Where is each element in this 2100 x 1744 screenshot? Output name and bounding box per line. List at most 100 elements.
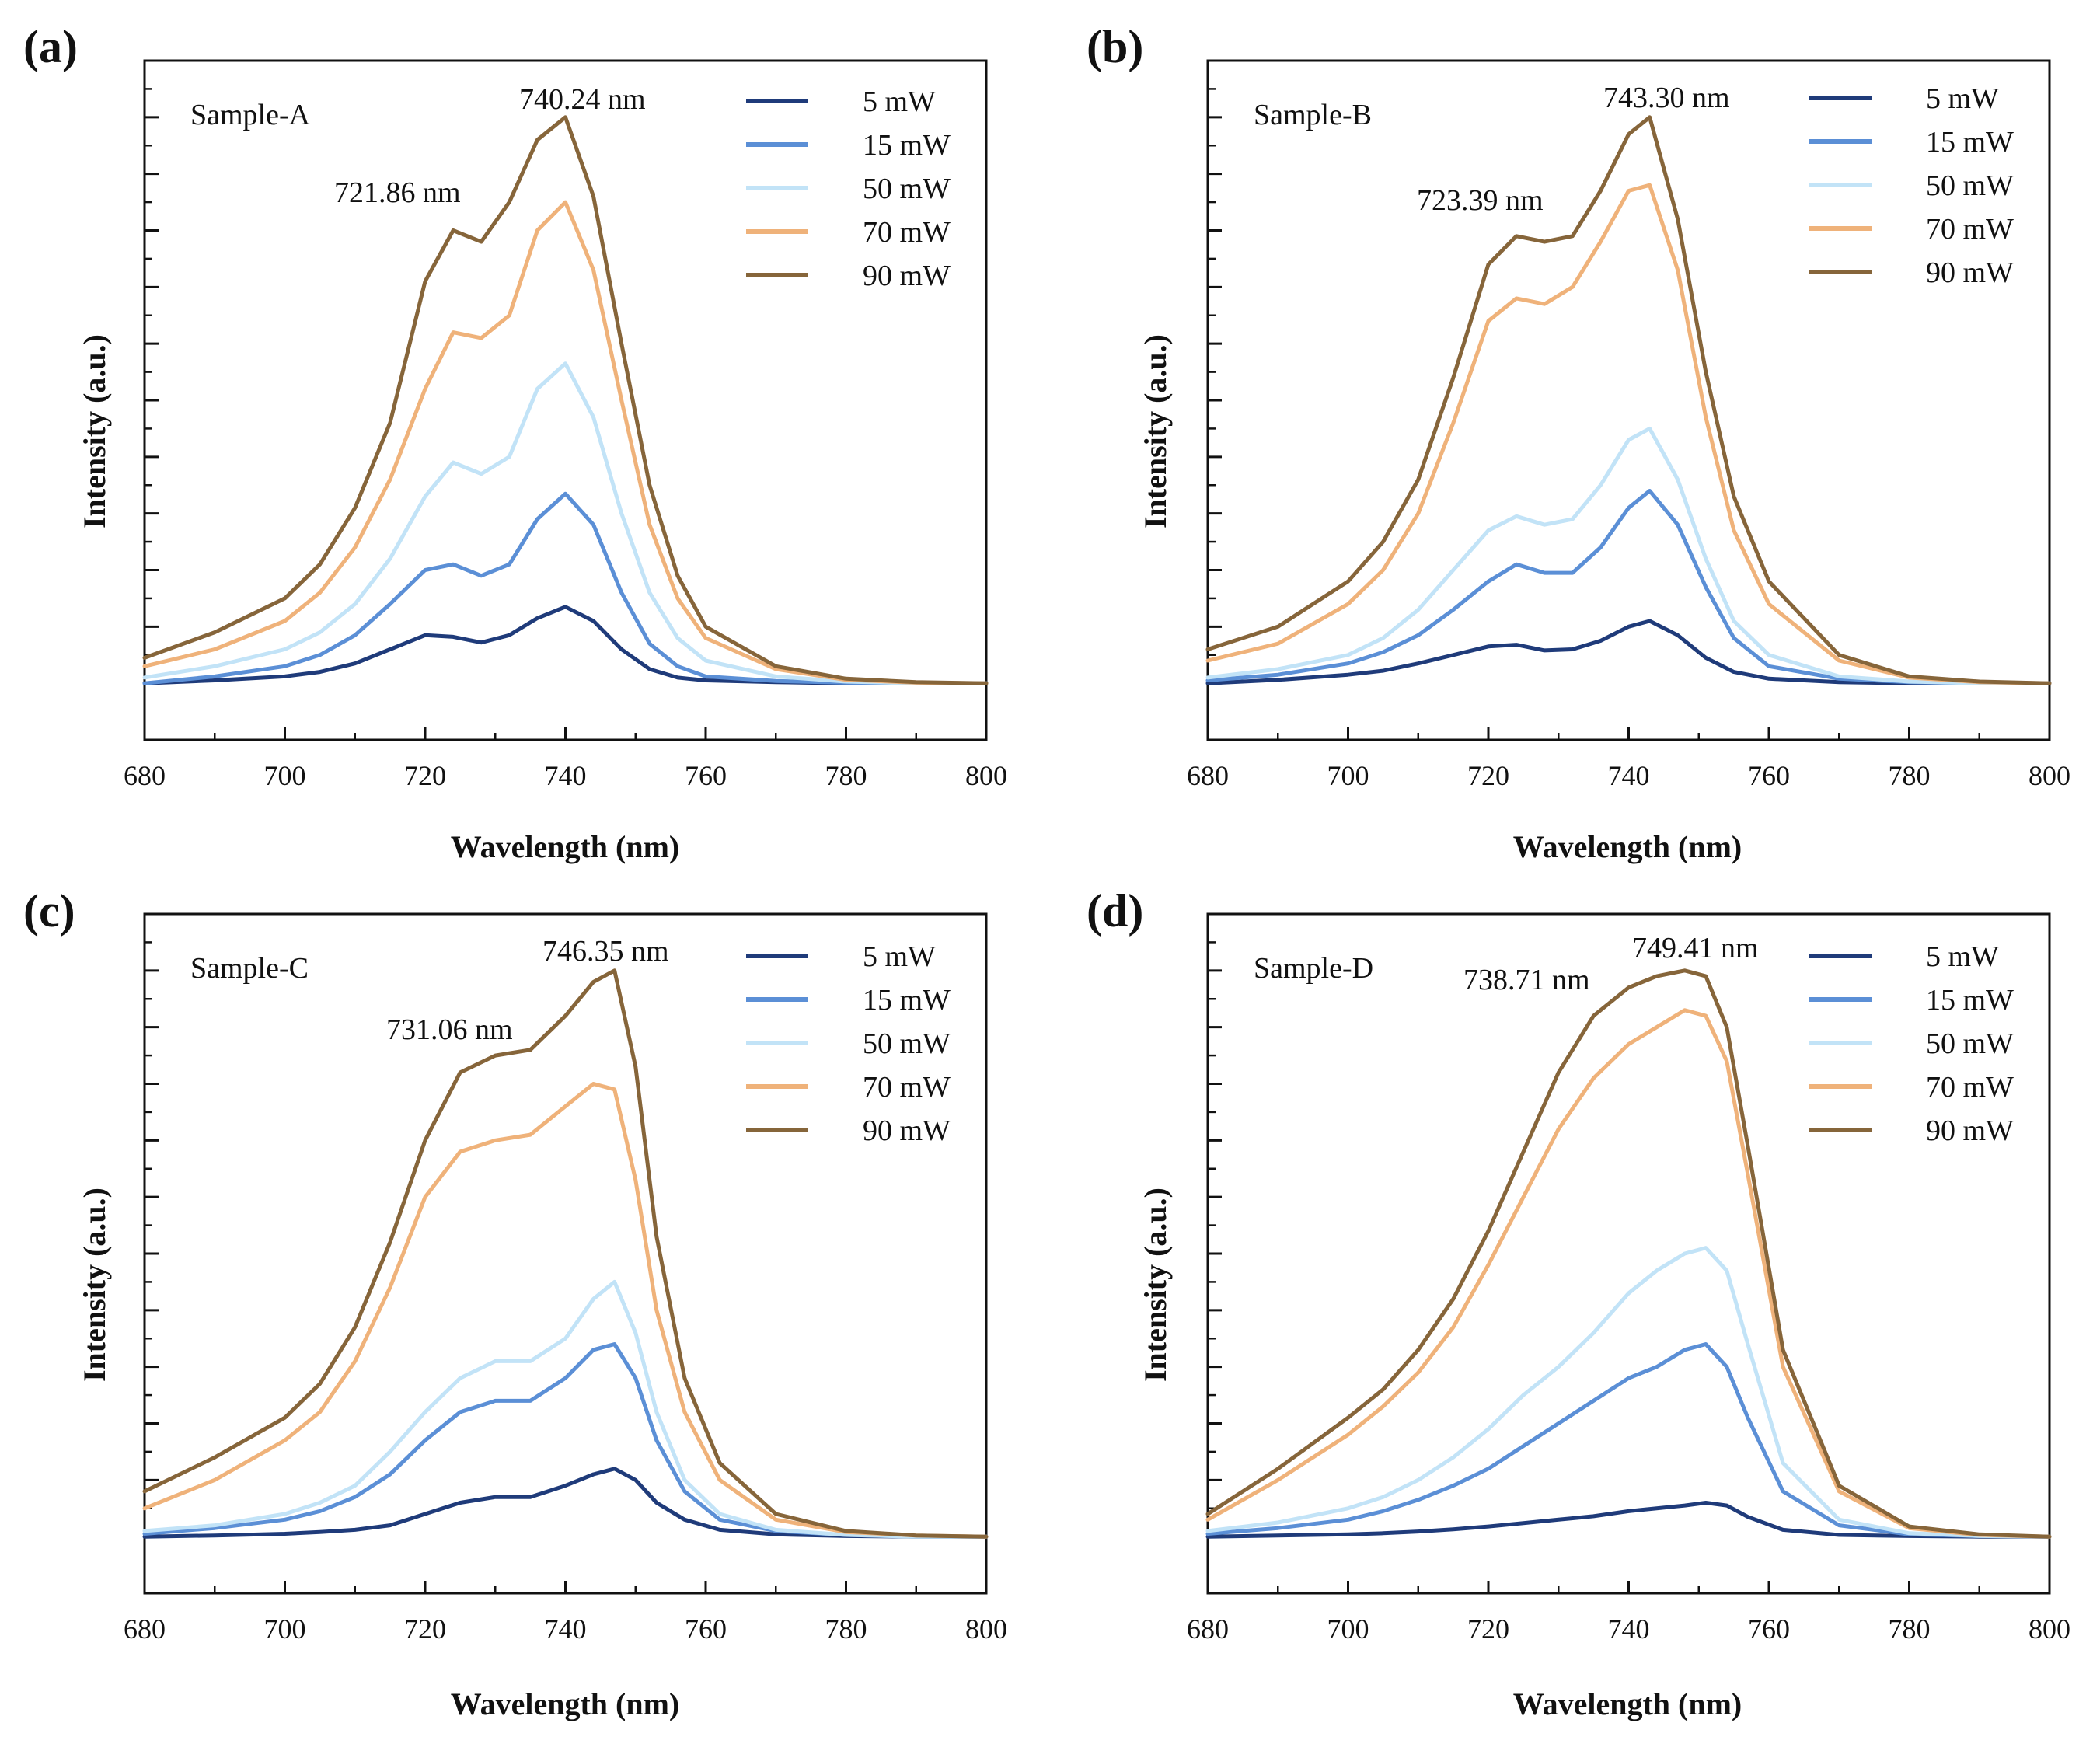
series-line-5mw xyxy=(142,1467,989,1539)
series-line-70mw xyxy=(1205,1008,2052,1539)
panel-label: (d) xyxy=(1087,885,1143,937)
peak-label-2: 740.24 nm xyxy=(519,83,646,116)
x-tick-label: 800 xyxy=(965,1613,1007,1645)
legend-label: 90 mW xyxy=(863,260,951,292)
x-tick-label: 700 xyxy=(1327,1613,1369,1645)
x-tick-label: 760 xyxy=(685,760,727,791)
series-line-70mw xyxy=(142,1082,989,1539)
sample-label: Sample-B xyxy=(1254,99,1372,131)
panel-b: (b) Sample-B 723.39 nm 743.30 nm Intensi… xyxy=(1087,21,2070,864)
series-line-70mw xyxy=(1205,183,2052,685)
peak-label-2: 749.41 nm xyxy=(1632,932,1759,964)
series-line-15mw xyxy=(142,491,989,685)
series-line-15mw xyxy=(1205,1342,2052,1539)
x-tick-label: 800 xyxy=(2028,1613,2070,1645)
y-axis-label: Intensity (a.u.) xyxy=(77,1188,112,1382)
legend-label: 70 mW xyxy=(863,1071,951,1104)
legend-label: 50 mW xyxy=(1926,1027,2014,1060)
x-tick-label: 680 xyxy=(124,760,166,791)
legend-label: 5 mW xyxy=(863,940,936,973)
series-line-50mw xyxy=(142,1279,989,1539)
legend-label: 90 mW xyxy=(863,1114,951,1147)
peak-label-1: 721.86 nm xyxy=(334,176,461,209)
legend-label: 15 mW xyxy=(1926,984,2014,1017)
series-line-90mw xyxy=(142,115,989,685)
x-tick-label: 700 xyxy=(264,760,306,791)
x-tick-label: 780 xyxy=(1889,760,1931,791)
x-tick-label: 700 xyxy=(264,1613,306,1645)
legend-label: 5 mW xyxy=(1926,82,1999,115)
x-tick-label: 720 xyxy=(1467,1613,1509,1645)
x-tick-label: 760 xyxy=(1748,1613,1790,1645)
series-line-5mw xyxy=(1205,1501,2052,1539)
series-line-70mw xyxy=(142,200,989,685)
x-tick-label: 700 xyxy=(1327,760,1369,791)
y-axis-label: Intensity (a.u.) xyxy=(77,334,112,528)
legend-label: 50 mW xyxy=(863,1027,951,1060)
peak-label-1: 731.06 nm xyxy=(386,1013,513,1046)
legend-label: 70 mW xyxy=(863,216,951,249)
x-tick-label: 760 xyxy=(1748,760,1790,791)
x-tick-label: 680 xyxy=(124,1613,166,1645)
series-line-5mw xyxy=(1205,619,2052,685)
x-tick-label: 800 xyxy=(2028,760,2070,791)
x-tick-label: 740 xyxy=(1608,1613,1650,1645)
x-axis-label: Wavelength (nm) xyxy=(1513,829,1742,864)
sample-label: Sample-D xyxy=(1254,952,1373,985)
series-line-90mw xyxy=(1205,115,2052,685)
series-line-90mw xyxy=(1205,968,2052,1539)
panel-a: (a) Sample-A 721.86 nm 740.24 nm Intensi… xyxy=(23,21,1007,864)
peak-label-2: 743.30 nm xyxy=(1603,82,1730,114)
x-tick-label: 720 xyxy=(404,760,446,791)
legend-label: 50 mW xyxy=(1926,169,2014,202)
peak-label-1: 738.71 nm xyxy=(1463,964,1590,996)
x-axis-label: Wavelength (nm) xyxy=(451,1686,679,1721)
x-axis-label: Wavelength (nm) xyxy=(451,829,679,864)
plot-frame xyxy=(143,59,988,741)
sample-label: Sample-C xyxy=(190,952,309,985)
peak-label-2: 746.35 nm xyxy=(542,935,669,968)
legend-label: 90 mW xyxy=(1926,256,2014,289)
x-tick-label: 720 xyxy=(404,1613,446,1645)
x-tick-label: 760 xyxy=(685,1613,727,1645)
legend-label: 15 mW xyxy=(1926,126,2014,159)
sample-label: Sample-A xyxy=(190,99,311,131)
panel-label: (b) xyxy=(1087,21,1143,72)
x-tick-label: 780 xyxy=(825,760,867,791)
x-tick-label: 740 xyxy=(1608,760,1650,791)
panel-label: (c) xyxy=(23,885,75,937)
plot-frame xyxy=(1206,912,2051,1595)
series-line-15mw xyxy=(1205,489,2052,685)
x-axis-label: Wavelength (nm) xyxy=(1513,1686,1742,1721)
legend-label: 90 mW xyxy=(1926,1114,2014,1147)
panel-label: (a) xyxy=(23,21,78,72)
series-line-5mw xyxy=(142,605,989,685)
legend-label: 50 mW xyxy=(863,173,951,205)
x-tick-label: 720 xyxy=(1467,760,1509,791)
legend-label: 5 mW xyxy=(863,85,936,118)
plot-frame xyxy=(1206,59,2051,741)
panel-d: (d) Sample-D 738.71 nm 749.41 nm Intensi… xyxy=(1087,885,2070,1721)
peak-label-1: 723.39 nm xyxy=(1417,184,1544,217)
x-tick-label: 780 xyxy=(1889,1613,1931,1645)
series-line-50mw xyxy=(142,361,989,685)
x-tick-label: 740 xyxy=(545,760,587,791)
x-tick-label: 740 xyxy=(545,1613,587,1645)
series-line-50mw xyxy=(1205,426,2052,685)
x-tick-label: 680 xyxy=(1187,760,1229,791)
legend-label: 5 mW xyxy=(1926,940,1999,973)
series-line-90mw xyxy=(142,968,989,1539)
legend-label: 70 mW xyxy=(1926,1071,2014,1104)
panel-c: (c) Sample-C 731.06 nm 746.35 nm Intensi… xyxy=(23,885,1007,1721)
x-tick-label: 780 xyxy=(825,1613,867,1645)
series-line-15mw xyxy=(142,1342,989,1539)
y-axis-label: Intensity (a.u.) xyxy=(1138,1188,1173,1382)
y-axis-label: Intensity (a.u.) xyxy=(1138,334,1173,528)
legend-label: 70 mW xyxy=(1926,213,2014,246)
x-tick-label: 800 xyxy=(965,760,1007,791)
series-line-50mw xyxy=(1205,1246,2052,1539)
legend-label: 15 mW xyxy=(863,129,951,162)
x-tick-label: 680 xyxy=(1187,1613,1229,1645)
legend-label: 15 mW xyxy=(863,984,951,1017)
